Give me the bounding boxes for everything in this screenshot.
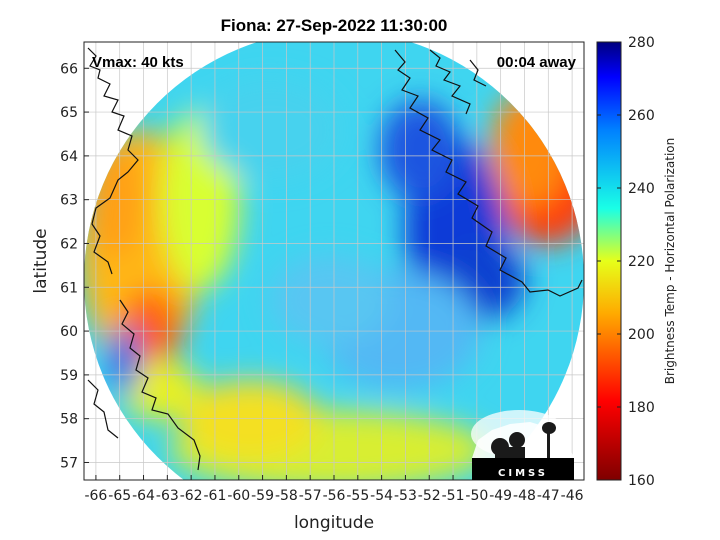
cimss-logo: CIMSS [471,410,574,480]
x-tick-label: -46 [561,488,584,504]
x-tick-label: -59 [251,488,274,504]
y-tick-label: 64 [60,149,78,165]
x-tick-label: -65 [108,488,131,504]
x-axis: -66 -65 -64 -63 -62 -61 -60 -59 -58 -57 -56 -55 -54-… [84,475,584,504]
colorbar-tick-label: 260 [628,108,655,124]
colorbar-title: Brightness Temp - Horizontal Polarizatio… [663,138,677,385]
x-tick-label: -60 [227,488,250,504]
x-tick-label: -51 [442,488,465,504]
vmax-label: Vmax: 40 kts [92,54,184,71]
x-tick-label: -50 [465,488,488,504]
colorbar-tick-label: 220 [628,254,655,270]
colorbar-tick-label: 180 [628,400,655,416]
x-tick-label: -53 [394,488,417,504]
y-tick-label: 65 [60,105,78,121]
time-away-label: 00:04 away [497,54,577,71]
x-tick-label: -54 [370,488,393,504]
x-tick-label: -64 [132,488,155,504]
x-tick-label: -66 [84,488,107,504]
x-tick-label: -63 [156,488,179,504]
x-tick-label: -61 [204,488,227,504]
colorbar-tick-label: 160 [628,473,655,489]
y-tick-label: 62 [60,236,78,252]
grid [84,42,584,480]
x-tick-label: -62 [180,488,203,504]
colorbar: 160 180 200 220 240 260 280 Brightness Temp - … [596,35,677,489]
x-tick-label: -49 [489,488,512,504]
x-tick-label: -56 [323,488,346,504]
y-tick-label: 63 [60,193,78,209]
logo-text: CIMSS [498,468,548,479]
x-tick-label: -58 [275,488,298,504]
tower-icon [547,432,550,458]
x-tick-label: -55 [346,488,369,504]
x-axis-title: longitude [294,513,374,533]
colorbar-tick-label: 200 [628,327,655,343]
x-tick-label: -52 [418,488,441,504]
y-tick-label: 58 [60,412,78,428]
coastlines [87,47,583,471]
y-tick-label: 66 [60,61,78,77]
x-tick-label: -47 [537,488,560,504]
y-tick-label: 61 [60,280,78,296]
chart-title: Fiona: 27-Sep-2022 11:30:00 [221,16,448,35]
y-tick-label: 60 [60,324,78,340]
x-tick-label: -48 [513,488,536,504]
colorbar-tick-label: 280 [628,35,655,51]
y-axis: 57 58 59 60 61 62 63 64 65 66 [60,61,89,471]
y-tick-label: 59 [60,368,78,384]
colorbar-tick-label: 240 [628,181,655,197]
x-tick-label: -57 [299,488,322,504]
y-axis-title: latitude [31,228,51,293]
y-tick-label: 57 [60,455,78,471]
